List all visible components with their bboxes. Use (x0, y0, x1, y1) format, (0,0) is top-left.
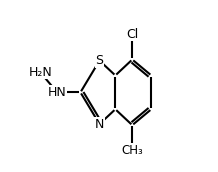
Text: N: N (95, 118, 104, 131)
Text: CH₃: CH₃ (121, 144, 143, 157)
Text: H₂N: H₂N (28, 66, 52, 79)
Text: S: S (95, 54, 104, 67)
Text: HN: HN (48, 86, 66, 99)
Text: Cl: Cl (126, 28, 138, 41)
